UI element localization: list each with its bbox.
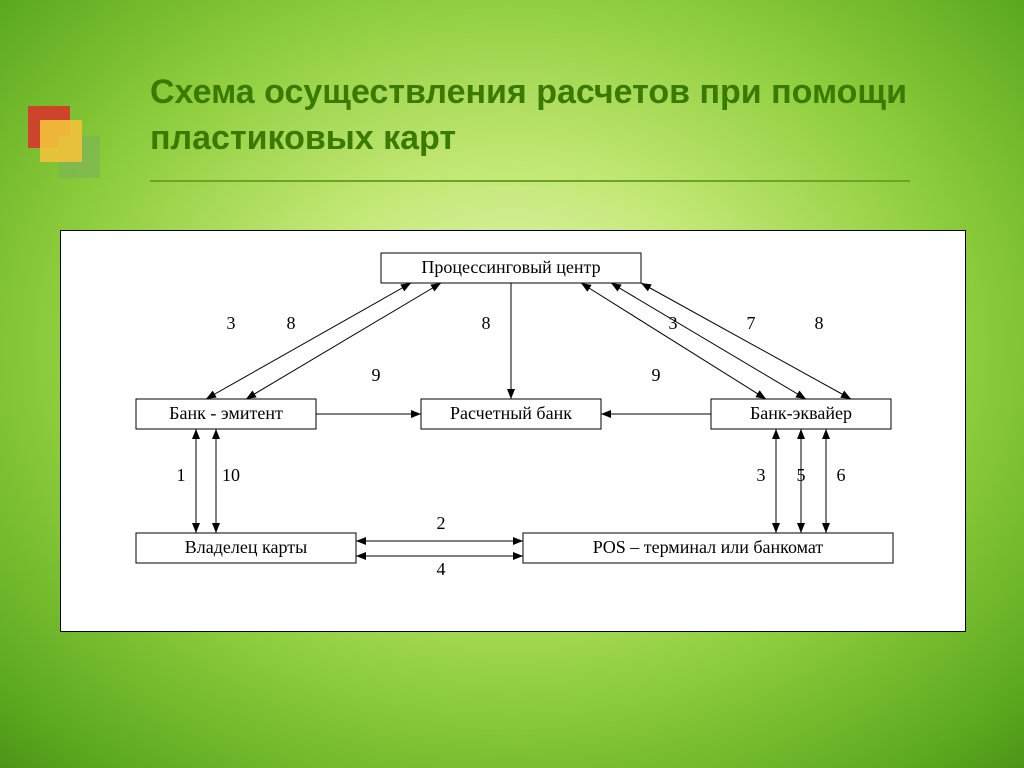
svg-text:8: 8 [287, 313, 296, 333]
svg-text:3: 3 [227, 313, 236, 333]
node-label-owner: Владелец карты [185, 537, 307, 557]
node-label-pos: POS – терминал или банкомат [593, 537, 824, 557]
slide: Схема осуществления расчетов при помощи … [0, 0, 1024, 768]
svg-text:3: 3 [669, 313, 678, 333]
svg-text:4: 4 [437, 559, 446, 579]
svg-text:8: 8 [482, 313, 491, 333]
node-label-settle: Расчетный банк [450, 403, 572, 423]
node-label-emit: Банк - эмитент [169, 403, 283, 423]
decorative-squares [28, 106, 108, 186]
svg-text:10: 10 [222, 465, 240, 485]
svg-text:1: 1 [177, 465, 186, 485]
svg-text:5: 5 [797, 465, 806, 485]
svg-text:9: 9 [372, 365, 381, 385]
svg-text:6: 6 [837, 465, 846, 485]
svg-text:9: 9 [652, 365, 661, 385]
svg-text:3: 3 [757, 465, 766, 485]
flowchart-diagram: 3 8 8 9 3 7 8 9 1 10 3 5 6 2 4 Процессинговый центр Банк… [60, 230, 966, 632]
diagram-svg: 3 8 8 9 3 7 8 9 1 10 3 5 6 2 4 Процессинговый центр Банк… [61, 231, 965, 631]
deco-yellow-square [40, 120, 82, 162]
node-label-acq: Банк-эквайер [750, 403, 852, 423]
svg-text:7: 7 [747, 313, 756, 333]
svg-text:8: 8 [815, 313, 824, 333]
slide-title: Схема осуществления расчетов при помощи … [150, 70, 910, 162]
node-label-proc: Процессинговый центр [421, 257, 600, 277]
svg-text:2: 2 [437, 513, 446, 533]
title-underline [150, 180, 910, 182]
